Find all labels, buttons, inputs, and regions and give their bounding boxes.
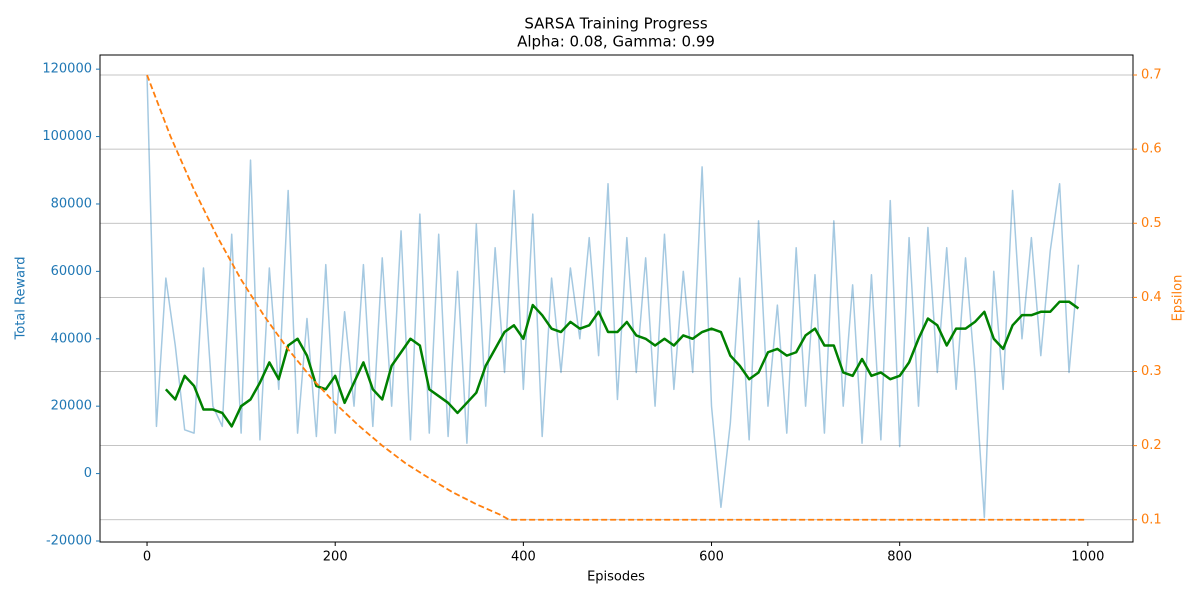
y2-tick-label: 0.6 xyxy=(1141,142,1162,157)
x-tick-label: 1000 xyxy=(1071,550,1104,565)
y2-tick-label: 0.3 xyxy=(1141,364,1162,379)
x-tick-label: 600 xyxy=(699,550,724,565)
y-tick-label: 100000 xyxy=(42,129,92,144)
y2-tick-label: 0.5 xyxy=(1141,216,1162,231)
x-tick-label: 400 xyxy=(511,550,536,565)
y2-tick-label: 0.2 xyxy=(1141,438,1162,453)
plot-frame xyxy=(99,54,1134,543)
chart-subtitle: Alpha: 0.08, Gamma: 0.99 xyxy=(517,33,715,51)
series-line xyxy=(146,74,1087,521)
y-tick-label: 0 xyxy=(84,466,92,481)
y-tick-label: 60000 xyxy=(51,264,92,279)
y2-tick-label: 0.7 xyxy=(1141,68,1162,83)
series-line xyxy=(146,75,1080,519)
y-tick-label: 80000 xyxy=(51,196,92,211)
x-tick-label: 200 xyxy=(323,550,348,565)
y-tick-label: 40000 xyxy=(51,331,92,346)
y-tick-label: 120000 xyxy=(42,62,92,77)
y2-axis-label: Epsilon xyxy=(1171,275,1186,322)
y2-tick-label: 0.4 xyxy=(1141,290,1162,305)
y-axis-label: Total Reward xyxy=(14,257,29,341)
series-line xyxy=(164,300,1080,428)
chart-title: SARSA Training Progress xyxy=(524,15,707,33)
x-tick-label: 0 xyxy=(143,550,151,565)
y2-tick-label: 0.1 xyxy=(1141,512,1162,527)
x-tick-label: 800 xyxy=(887,550,912,565)
x-axis-label: Episodes xyxy=(587,570,645,585)
y-tick-label: 20000 xyxy=(51,399,92,414)
y-tick-label: -20000 xyxy=(46,533,92,548)
